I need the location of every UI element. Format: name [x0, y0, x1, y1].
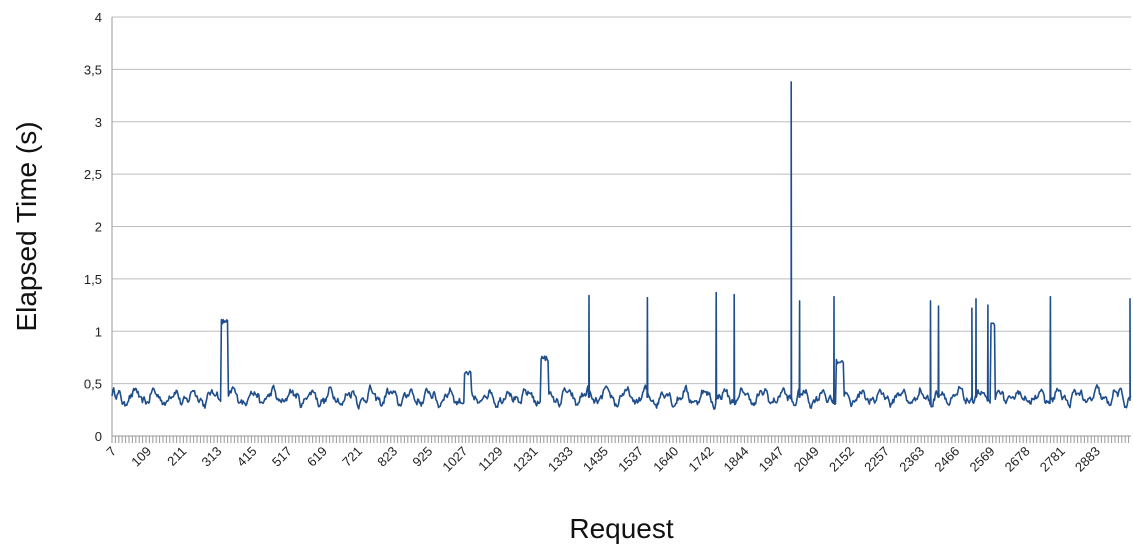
- x-tick-label: 2781: [1037, 444, 1068, 475]
- x-tick-label: 2569: [967, 444, 998, 475]
- x-tick-label: 1027: [439, 444, 470, 475]
- x-minor-ticks: [111, 436, 1130, 443]
- y-tick-label: 1: [95, 324, 102, 339]
- y-tick-label: 3: [95, 115, 102, 130]
- x-tick-label: 2363: [896, 444, 927, 475]
- x-tick-label: 2466: [931, 444, 962, 475]
- x-minor-tick-marks: [111, 436, 1130, 443]
- x-tick-label: 1129: [475, 444, 505, 474]
- x-tick-label: 415: [234, 444, 260, 470]
- x-tick-label: 313: [199, 444, 225, 470]
- x-tick-label: 1231: [510, 444, 541, 475]
- y-tick-labels: 0 0,5 1 1,5 2 2,5 3 3,5 4: [84, 10, 102, 444]
- x-tick-label: 2152: [826, 444, 857, 475]
- x-tick-label: 1742: [685, 444, 716, 475]
- y-axis-title: Elapsed Time (s): [11, 121, 42, 331]
- x-tick-label: 619: [304, 444, 330, 470]
- x-tick-label: 925: [409, 444, 435, 470]
- x-tick-label: 1333: [545, 444, 576, 475]
- x-tick-label: 2678: [1002, 444, 1033, 475]
- x-tick-label: 1435: [580, 444, 611, 475]
- series-line: [111, 81, 1132, 410]
- x-tick-label: 2257: [861, 444, 892, 475]
- x-tick-label: 109: [128, 444, 154, 470]
- y-tick-label: 2: [95, 220, 102, 235]
- x-tick-label: 1844: [721, 444, 752, 475]
- y-tick-label: 1,5: [84, 272, 102, 287]
- x-tick-label: 1640: [650, 444, 681, 475]
- x-tick-labels: 7 109 211 313 415 517 619 721 823 925 1027 1129 1231…: [103, 444, 1103, 475]
- x-axis-title: Request: [569, 513, 674, 544]
- x-tick-label: 7: [103, 444, 119, 460]
- y-tick-label: 4: [95, 10, 102, 25]
- x-tick-label: 1537: [615, 444, 646, 475]
- y-tick-label: 3,5: [84, 62, 102, 77]
- x-tick-label: 211: [164, 444, 189, 469]
- y-tick-label: 2,5: [84, 167, 102, 182]
- y-tick-label: 0: [95, 429, 102, 444]
- x-tick-label: 2883: [1072, 444, 1103, 475]
- x-tick-label: 823: [374, 444, 400, 470]
- x-tick-label: 517: [269, 444, 295, 470]
- y-tick-label: 0,5: [84, 377, 102, 392]
- x-tick-label: 721: [339, 444, 365, 470]
- gridlines: [112, 16, 1131, 385]
- x-tick-label: 1947: [756, 444, 787, 475]
- x-tick-label: 2049: [791, 444, 822, 475]
